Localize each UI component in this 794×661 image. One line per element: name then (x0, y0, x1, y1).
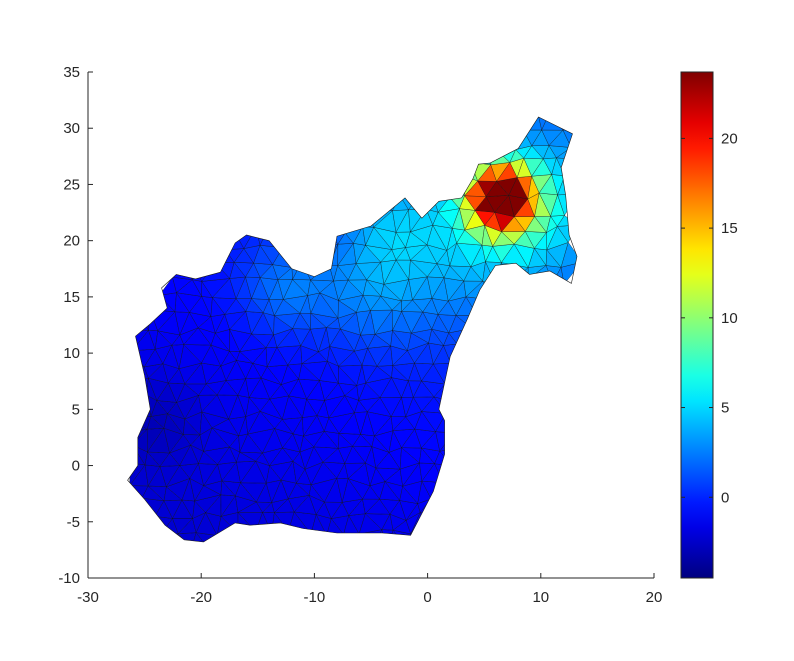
mesh-triangle (409, 533, 422, 542)
mesh-triangle (172, 261, 193, 280)
y-tick-label: 15 (63, 289, 80, 306)
colorbar-tick-label: 0 (721, 489, 729, 506)
mesh-triangle (132, 377, 149, 396)
mesh-triangle (510, 266, 529, 284)
y-tick-label: 5 (72, 401, 80, 418)
mesh-triangle (136, 309, 151, 332)
y-tick-label: -10 (58, 570, 80, 587)
mesh-triangle (522, 117, 542, 131)
y-tick-label: -5 (67, 514, 80, 531)
x-tick-label: -30 (77, 589, 99, 606)
y-tick-label: 25 (63, 176, 80, 193)
mesh-triangle (419, 512, 439, 538)
plot-axes: -30 -20 -10 0 10 20 -10 -5 0 5 10 15 20 25 30 35 (58, 64, 662, 606)
mesh-triangle (312, 227, 339, 251)
y-tick-label: 10 (63, 345, 80, 362)
x-tick-label: 20 (646, 589, 663, 606)
x-tick-label: 10 (532, 589, 549, 606)
mesh-triangle (160, 533, 179, 542)
colorbar-tick-label: 20 (721, 130, 738, 147)
y-tick-label: 20 (63, 233, 80, 250)
mesh-triangle (482, 280, 496, 301)
mesh-triangle (408, 193, 427, 210)
x-tick-label: -20 (190, 589, 212, 606)
y-tick-label: 30 (63, 120, 80, 137)
mesh-triangle (410, 533, 431, 542)
mesh-triangle (478, 145, 493, 166)
mesh-triangle (495, 261, 511, 285)
colorbar-tick-label: 5 (721, 400, 729, 417)
mesh-triangle (562, 117, 577, 131)
x-tick-label: -10 (304, 589, 326, 606)
colorbar-gradient (680, 71, 714, 579)
colorbar: 0 5 10 15 20 (680, 71, 738, 579)
mesh-triangle (469, 148, 492, 166)
colorbar-ticks: 0 5 10 15 20 (681, 130, 738, 506)
y-tick-label: 35 (63, 64, 80, 81)
x-axis-ticks: -30 -20 -10 0 10 20 (77, 573, 662, 606)
triangulated-surface (128, 117, 577, 542)
colorbar-tick-label: 10 (721, 310, 738, 327)
mesh-triangle (128, 309, 149, 333)
mesh-triangle (128, 362, 145, 383)
y-tick-label: 0 (72, 458, 80, 475)
x-tick-label: 0 (423, 589, 431, 606)
mesh-triangle (449, 174, 465, 198)
y-axis-ticks: -10 -5 0 5 10 15 20 25 30 35 (58, 64, 93, 587)
mesh-triangle (367, 194, 394, 212)
colorbar-tick-label: 15 (721, 220, 738, 237)
region-outline (127, 116, 578, 543)
